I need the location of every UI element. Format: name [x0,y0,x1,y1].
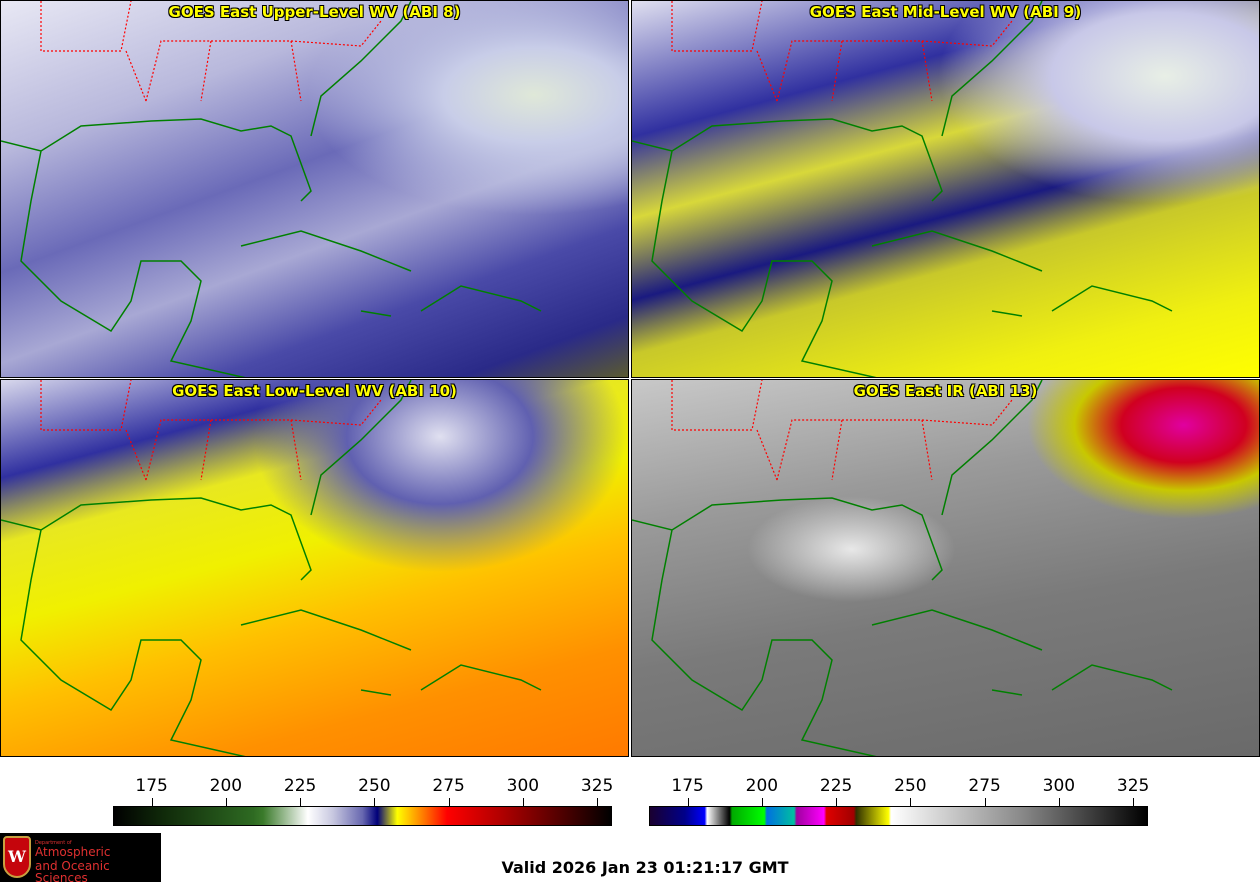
panel-title: GOES East Upper-Level WV (ABI 8) [168,3,461,21]
colorbar-tick-label: 225 [283,776,317,796]
colorbar-tick-label: 200 [745,776,779,796]
colorbar-tick [522,798,524,806]
state-borders [40,380,382,481]
ir-colorbar [649,806,1148,826]
panel-title: GOES East IR (ABI 13) [853,382,1038,400]
aos-logo: W Department of Atmospheric and Oceanic … [0,833,161,885]
state-borders [40,1,382,102]
coastline [632,1,1173,377]
colorbar-tick-label: 200 [209,776,243,796]
logo-line3: and Oceanic Sciences [35,859,110,885]
coastline [632,380,1173,756]
valid-time: Valid 2026 Jan 23 01:21:17 GMT [501,858,789,877]
panel-ir: GOES East IR (ABI 13) [631,379,1260,757]
panel-title: GOES East Mid-Level WV (ABI 9) [809,3,1082,21]
colorbar-tick-label: 275 [968,776,1001,796]
colorbar-tick [687,798,689,806]
colorbar-tick-label: 175 [671,776,704,796]
colorbar-tick-label: 275 [432,776,465,796]
colorbar-tick-label: 325 [580,776,614,796]
coastline [1,1,542,377]
panel-upper-level-wv: GOES East Upper-Level WV (ABI 8) [0,0,629,378]
logo-line1: Department of [35,840,72,846]
colorbar-tick-label: 325 [1116,776,1150,796]
state-borders [671,1,1013,102]
colorbar-tick-label: 300 [506,776,540,796]
colorbar-tick [910,798,912,806]
colorbar-tick-label: 250 [894,776,927,796]
colorbar-tick [1133,798,1135,806]
colorbar-tick-label: 300 [1042,776,1076,796]
wv-colorbar [113,806,612,826]
map-overlay [1,1,542,377]
colorbar-tick-label: 225 [819,776,853,796]
panel-mid-level-wv: GOES East Mid-Level WV (ABI 9) [631,0,1260,378]
state-borders [671,380,1013,481]
colorbar-tick [761,798,763,806]
uw-shield-icon: W [3,836,31,878]
panel-title: GOES East Low-Level WV (ABI 10) [172,382,457,400]
colorbar-tick [151,798,153,806]
colorbar-tick [836,798,838,806]
map-overlay [1,380,542,756]
colorbar-tick [300,798,302,806]
colorbar-tick [448,798,450,806]
map-overlay [632,380,1173,756]
colorbar-tick [984,798,986,806]
map-overlay [632,1,1173,377]
colorbar-tick [225,798,227,806]
panel-low-level-wv: GOES East Low-Level WV (ABI 10) [0,379,629,757]
colorbar-tick [597,798,599,806]
colorbar-tick-label: 250 [358,776,391,796]
colorbar-tick-label: 175 [135,776,168,796]
colorbar-tick [374,798,376,806]
coastline [1,380,542,756]
colorbar-tick [1058,798,1060,806]
logo-line2: Atmospheric [35,845,111,859]
